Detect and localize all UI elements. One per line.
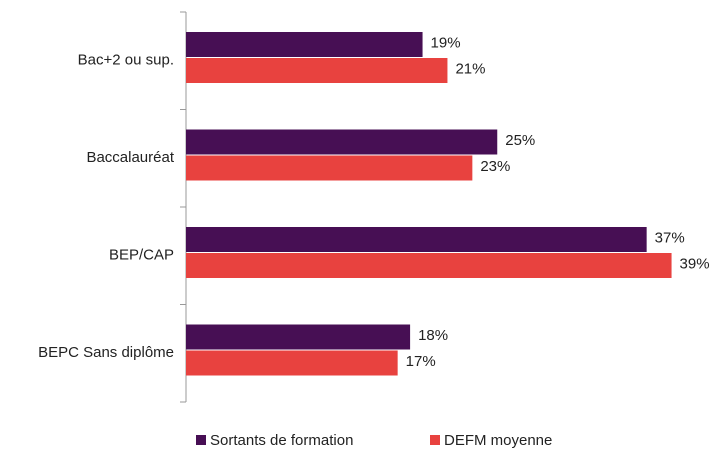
value-label: 21% [455, 60, 485, 77]
legend-label: Sortants de formation [210, 432, 353, 449]
bar [186, 227, 647, 252]
bar [186, 32, 423, 57]
value-label: 25% [505, 132, 535, 149]
y-tick-label: Bac+2 ou sup. [78, 52, 174, 69]
y-tick-label: BEPC Sans diplôme [38, 344, 174, 361]
y-tick-label: Baccalauréat [86, 149, 174, 166]
bar [186, 350, 398, 376]
value-label: 37% [655, 229, 685, 246]
value-label: 18% [418, 327, 448, 344]
value-label: 23% [480, 158, 510, 175]
value-label: 39% [680, 255, 710, 272]
y-tick-label: BEP/CAP [109, 247, 174, 264]
value-label: 19% [431, 34, 461, 51]
legend-label: DEFM moyenne [444, 432, 552, 449]
legend-swatch [196, 435, 206, 445]
bar [186, 58, 448, 83]
bar [186, 324, 411, 350]
value-label: 17% [406, 353, 436, 370]
bar [186, 155, 473, 181]
bar [186, 253, 672, 278]
legend-swatch [430, 435, 440, 445]
bar [186, 129, 498, 155]
